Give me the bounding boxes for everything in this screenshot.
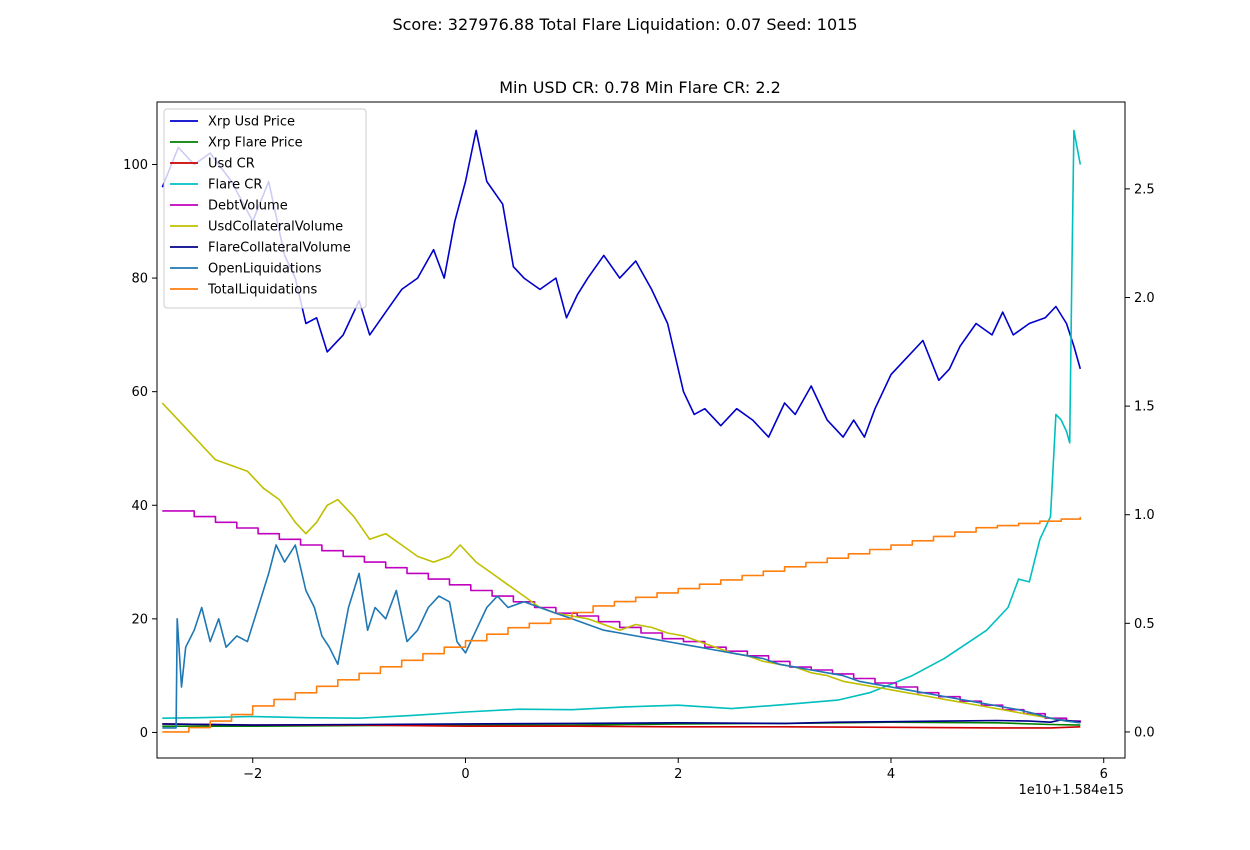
x-tick-label-0: −2 bbox=[243, 767, 262, 782]
chart-title: Min USD CR: 0.78 Min Flare CR: 2.2 bbox=[499, 78, 781, 97]
legend-entry-3: Flare CR bbox=[208, 178, 262, 193]
legend-entry-0: Xrp Usd Price bbox=[208, 115, 295, 130]
y-left-tick-label-4: 80 bbox=[131, 272, 148, 287]
figure-suptitle: Score: 327976.88 Total Flare Liquidation… bbox=[392, 15, 857, 34]
legend-entry-6: FlareCollateralVolume bbox=[208, 241, 351, 256]
series-line-5 bbox=[161, 402, 1081, 723]
legend: Xrp Usd Price Xrp Flare Price Usd CR Flare … bbox=[163, 108, 367, 309]
y-right-tick-label-0: 0.0 bbox=[1134, 725, 1155, 740]
x-tick-label-1: 0 bbox=[461, 767, 469, 782]
x-offset-label: 1e10+1.584e15 bbox=[1019, 783, 1124, 798]
legend-entry-1: Xrp Flare Price bbox=[208, 136, 303, 151]
y-left-tick-label-0: 0 bbox=[140, 726, 148, 741]
y-right-tick-label-5: 2.5 bbox=[1134, 182, 1155, 197]
series-lines bbox=[161, 129, 1082, 733]
x-tick-label-3: 4 bbox=[887, 767, 895, 782]
y-right-tick-label-4: 2.0 bbox=[1134, 291, 1155, 306]
x-tick-label-2: 2 bbox=[674, 767, 682, 782]
series-line-0 bbox=[161, 129, 1082, 438]
y-right-tick-label-2: 1.0 bbox=[1134, 508, 1155, 523]
legend-entry-5: UsdCollateralVolume bbox=[208, 220, 343, 235]
series-line-8 bbox=[162, 516, 1082, 733]
series-line-7 bbox=[162, 544, 1081, 729]
legend-box bbox=[163, 108, 367, 309]
series-line-3 bbox=[162, 129, 1082, 719]
axes-frame bbox=[156, 101, 1126, 759]
x-tick-label-4: 6 bbox=[1100, 767, 1108, 782]
y-left-tick-label-5: 100 bbox=[123, 158, 148, 173]
series-line-4 bbox=[162, 510, 1082, 723]
series-line-6 bbox=[162, 719, 1081, 726]
y-left-tick-label-1: 20 bbox=[131, 612, 148, 627]
y-right-tick-label-3: 1.5 bbox=[1134, 400, 1155, 415]
legend-entry-4: DebtVolume bbox=[208, 199, 288, 214]
legend-entry-2: Usd CR bbox=[208, 157, 255, 172]
y-left-tick-label-3: 60 bbox=[131, 385, 148, 400]
legend-entry-8: TotalLiquidations bbox=[207, 283, 317, 298]
plot-area bbox=[161, 129, 1082, 733]
y-right-tick-label-1: 0.5 bbox=[1134, 617, 1155, 632]
y-left-tick-label-2: 40 bbox=[131, 499, 148, 514]
legend-entry-7: OpenLiquidations bbox=[208, 262, 322, 277]
